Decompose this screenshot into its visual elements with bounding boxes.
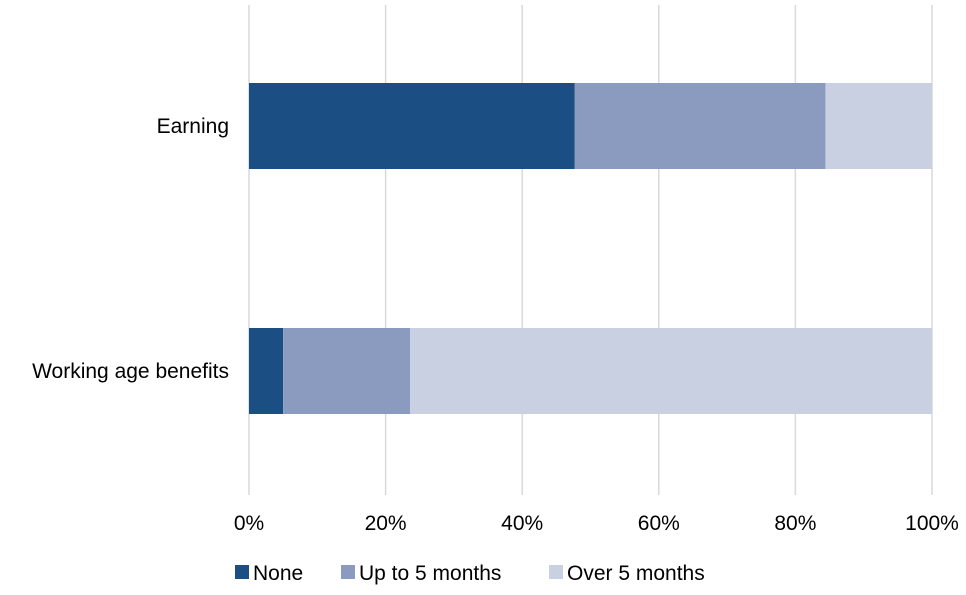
legend-swatch [341, 565, 355, 579]
category-label: Earning [157, 115, 229, 138]
bar-segment [410, 328, 932, 414]
x-tick-label: 40% [501, 512, 543, 535]
x-tick-labels: 0% 20% 40% 60% 80% 100% [234, 512, 959, 535]
bar-segment [283, 328, 411, 414]
legend-swatch [549, 565, 563, 579]
bars [249, 83, 932, 414]
x-tick-label: 80% [774, 512, 816, 535]
legend-swatch [235, 565, 249, 579]
gridlines [248, 5, 933, 495]
bar-segment [249, 328, 284, 414]
legend-label: Up to 5 months [359, 562, 501, 585]
legend-label: Over 5 months [567, 562, 705, 585]
legend-label: None [253, 562, 303, 585]
x-tick-label: 60% [638, 512, 680, 535]
x-tick-label: 0% [234, 512, 264, 535]
category-label: Working age benefits [32, 360, 229, 383]
bar-segment [249, 83, 575, 169]
x-tick-label: 100% [905, 512, 959, 535]
bar-segment [574, 83, 826, 169]
x-tick-label: 20% [365, 512, 407, 535]
category-labels: Earning Working age benefits [32, 115, 229, 383]
bar-segment [825, 83, 932, 169]
legend: None Up to 5 months Over 5 months [235, 562, 705, 585]
